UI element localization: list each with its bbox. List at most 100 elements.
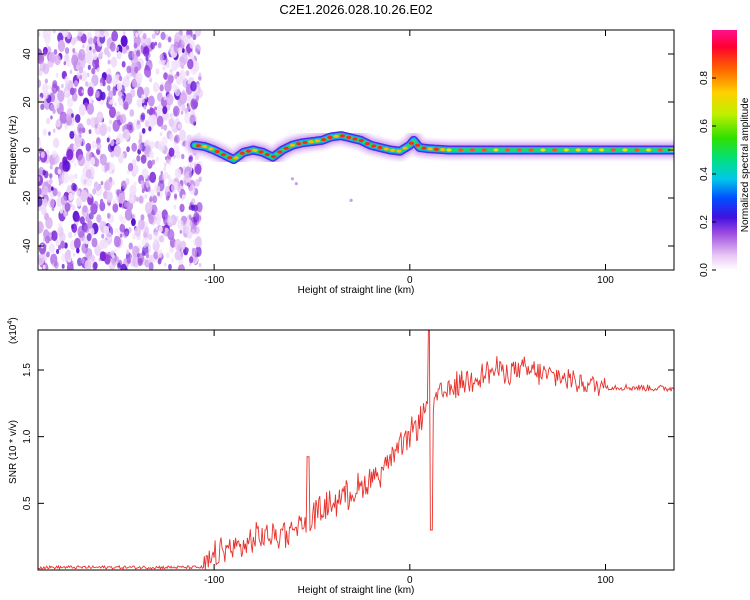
noise-blob [94,30,101,38]
noise-blob [119,223,126,233]
noise-blob [167,216,173,226]
noise-blob [134,226,141,237]
noise-blob [180,103,186,112]
noise-blob [75,196,82,207]
noise-blob [180,240,186,250]
noise-blob [166,62,170,69]
noise-blob [191,228,195,234]
noise-blob [57,90,65,103]
noise-blob [48,243,55,254]
noise-blob [148,262,154,270]
noise-blob [135,196,139,202]
noise-blob [39,61,46,72]
snr-multiplier: (x104) [7,317,19,344]
noise-blob [178,47,183,54]
noise-blob [115,195,119,200]
noise-blob [69,87,75,96]
ridge-peak [202,144,208,149]
ridge-peak [516,148,523,152]
noise-blob [60,195,67,206]
noise-blob [104,179,112,191]
noise-blob [193,162,197,167]
ridge-peak [208,147,214,151]
noise-blob [106,232,112,241]
noise-blob [150,41,156,50]
ridge-peak [321,138,327,142]
noise-blob [78,66,84,74]
noise-blob [38,79,42,88]
noise-blob [188,256,194,264]
noise-blob [80,257,85,264]
noise-blob [86,118,92,126]
noise-blob [64,202,71,212]
noise-blob [42,49,48,57]
spectrogram-ytick-label: -20 [22,190,33,205]
noise-blob [192,33,197,41]
noise-blob [114,102,117,107]
colorbar-tick-label: 0.8 [699,71,710,85]
noise-blob [163,166,167,172]
spectrogram-xtick-label: -100 [204,275,224,286]
noise-blob [77,154,85,167]
noise-blob [145,59,153,72]
noise-blob [99,153,107,166]
noise-blob [74,173,78,179]
noise-blob [152,195,158,204]
noise-blob [106,96,111,103]
snr-frame [37,329,675,571]
noise-blob [177,185,181,193]
noise-blob [82,44,85,49]
spectrogram-ytick-label: 0 [22,147,33,153]
noise-blob [91,74,99,87]
noise-blob [159,234,165,243]
noise-blob [162,65,166,71]
noise-blob [349,198,353,202]
snr-background [38,330,674,570]
noise-blob [69,69,73,75]
noise-blob [108,119,113,125]
noise-blob [73,80,79,88]
noise-blob [188,184,196,195]
ridge-peak [371,144,377,148]
noise-blob [160,170,163,175]
noise-blob [149,171,157,183]
noise-blob [145,56,149,62]
ridge-peak [610,148,616,152]
noise-blob [77,30,84,37]
noise-blob [84,212,87,217]
noise-blob [151,159,156,165]
noise-blob [104,30,109,38]
ridge-peak [402,146,408,150]
noise-blob [91,67,96,75]
noise-blob [119,113,127,125]
noise-blob [128,194,135,204]
noise-blob [55,248,60,255]
noise-blob [52,187,58,197]
colorbar-tick-label: 0.6 [699,119,710,133]
noise-blob [111,180,115,186]
noise-blob [70,37,76,46]
spectrogram-xtick-label: 100 [597,275,614,286]
ridge-peak [389,148,396,152]
noise-blob [45,235,50,244]
noise-blob [178,69,186,81]
noise-blob [54,54,61,66]
noise-blob [48,84,51,90]
noise-blob [195,48,199,53]
noise-blob [174,193,178,199]
noise-blob [87,86,94,97]
noise-blob [169,133,175,142]
noise-blob [162,106,168,115]
ridge-peak [540,148,546,152]
noise-blob [191,247,198,257]
noise-blob [110,92,113,97]
ridge-peak [377,145,383,150]
noise-blob [163,262,167,267]
noise-blob [64,250,71,261]
noise-blob [63,210,68,218]
ridge-peak [505,148,511,152]
noise-blob [57,168,61,175]
ridge-peak [314,139,321,143]
noise-blob [79,216,85,225]
